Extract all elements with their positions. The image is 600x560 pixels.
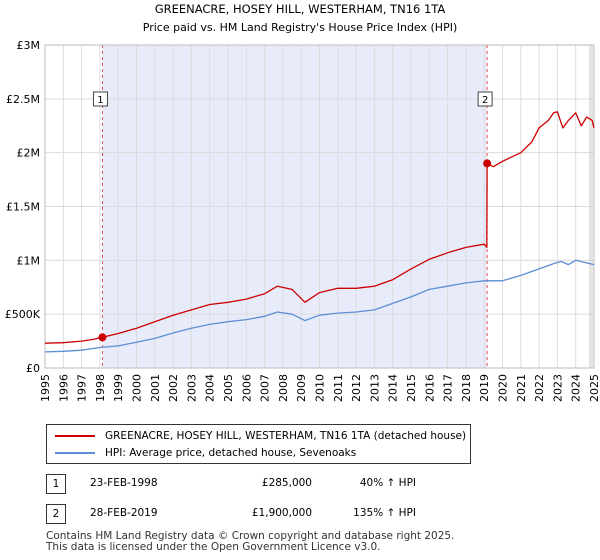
y-tick-label: £2.5M: [6, 93, 40, 106]
legend-line-hpi: [55, 452, 95, 454]
sale-price: £1,900,000: [251, 507, 312, 519]
y-tick-label: £1.5M: [6, 201, 40, 214]
sale-number-label: 1: [97, 95, 103, 106]
table-row: 2 28-FEB-2019 £1,900,000 135% ↑ HPI: [46, 504, 586, 524]
sale-number-badge: 2: [477, 91, 493, 107]
x-tick-label: 2009: [295, 374, 308, 402]
x-tick-label: 2015: [405, 374, 418, 402]
x-tick-label: 2019: [478, 374, 491, 402]
legend: GREENACRE, HOSEY HILL, WESTERHAM, TN16 1…: [46, 424, 471, 464]
sale-number-box: [92, 91, 108, 107]
chart-subtitle: Price paid vs. HM Land Registry's House …: [143, 21, 458, 34]
x-tick-label: 2012: [350, 374, 363, 402]
x-tick-label: 2011: [332, 374, 345, 402]
y-tick-label: £0: [26, 362, 40, 375]
sale-point: [483, 159, 492, 168]
sale-date: 28-FEB-2019: [90, 507, 158, 519]
footer-copyright: Contains HM Land Registry data © Crown c…: [46, 530, 455, 542]
price-chart: GREENACRE, HOSEY HILL, WESTERHAM, TN16 1…: [5, 2, 600, 402]
x-tick-label: 2017: [442, 374, 455, 402]
property-series-line: [44, 111, 595, 344]
sale-hpi-change: 40% ↑ HPI: [359, 477, 416, 489]
x-tick-label: 1997: [76, 374, 89, 402]
x-tick-label: 2025: [588, 374, 600, 402]
x-tick-label: 2016: [423, 374, 436, 402]
legend-line-property: [55, 435, 95, 437]
x-tick-label: 2020: [497, 374, 510, 402]
sale-date: 23-FEB-1998: [90, 477, 158, 489]
sale-price: £285,000: [261, 477, 312, 489]
hpi-series-line: [44, 259, 595, 353]
x-tick-label: 2008: [277, 374, 290, 402]
legend-item-hpi: HPI: Average price, detached house, Seve…: [55, 445, 356, 461]
plot-frame: [44, 44, 595, 369]
y-tick-label: £500K: [5, 308, 41, 321]
y-tick-label: £1M: [17, 254, 41, 267]
x-tick-label: 2022: [533, 374, 546, 402]
sale-number-label: 2: [482, 95, 488, 106]
x-tick-label: 2006: [240, 374, 253, 402]
x-tick-label: 2018: [460, 374, 473, 402]
x-tick-label: 1996: [57, 374, 70, 402]
x-tick-label: 2010: [314, 374, 327, 402]
x-tick-label: 2000: [131, 374, 144, 402]
y-tick-label: £2M: [17, 147, 41, 160]
sale-marker-number: 1: [46, 474, 66, 494]
x-tick-label: 2003: [185, 374, 198, 402]
x-tick-label: 2001: [149, 374, 162, 402]
x-tick-label: 1995: [39, 374, 52, 402]
sale-point: [98, 333, 107, 342]
x-tick-label: 2005: [222, 374, 235, 402]
x-tick-label: 2021: [515, 374, 528, 402]
y-tick-label: £3M: [17, 39, 41, 52]
chart-title: GREENACRE, HOSEY HILL, WESTERHAM, TN16 1…: [155, 2, 446, 16]
legend-label-property: GREENACRE, HOSEY HILL, WESTERHAM, TN16 1…: [105, 430, 467, 442]
x-tick-label: 2004: [204, 374, 217, 402]
x-tick-label: 2023: [551, 374, 564, 402]
x-tick-label: 2024: [570, 374, 583, 402]
x-tick-label: 2014: [387, 374, 400, 402]
legend-label-hpi: HPI: Average price, detached house, Seve…: [105, 447, 357, 459]
table-row: 1 23-FEB-1998 £285,000 40% ↑ HPI: [46, 474, 586, 494]
sale-number-box: [477, 91, 493, 107]
x-tick-label: 2007: [259, 374, 272, 402]
footer: Contains HM Land Registry data © Crown c…: [46, 531, 454, 553]
legend-item-property: GREENACRE, HOSEY HILL, WESTERHAM, TN16 1…: [55, 428, 466, 444]
x-tick-label: 2013: [368, 374, 381, 402]
x-tick-label: 1999: [112, 374, 125, 402]
sale-hpi-change: 135% ↑ HPI: [353, 507, 416, 519]
sale-marker-number: 2: [46, 504, 66, 524]
footer-licence: This data is licensed under the Open Gov…: [46, 541, 381, 553]
sale-number-badge: 1: [92, 91, 108, 107]
x-tick-label: 2002: [167, 374, 180, 402]
x-tick-label: 1998: [94, 374, 107, 402]
